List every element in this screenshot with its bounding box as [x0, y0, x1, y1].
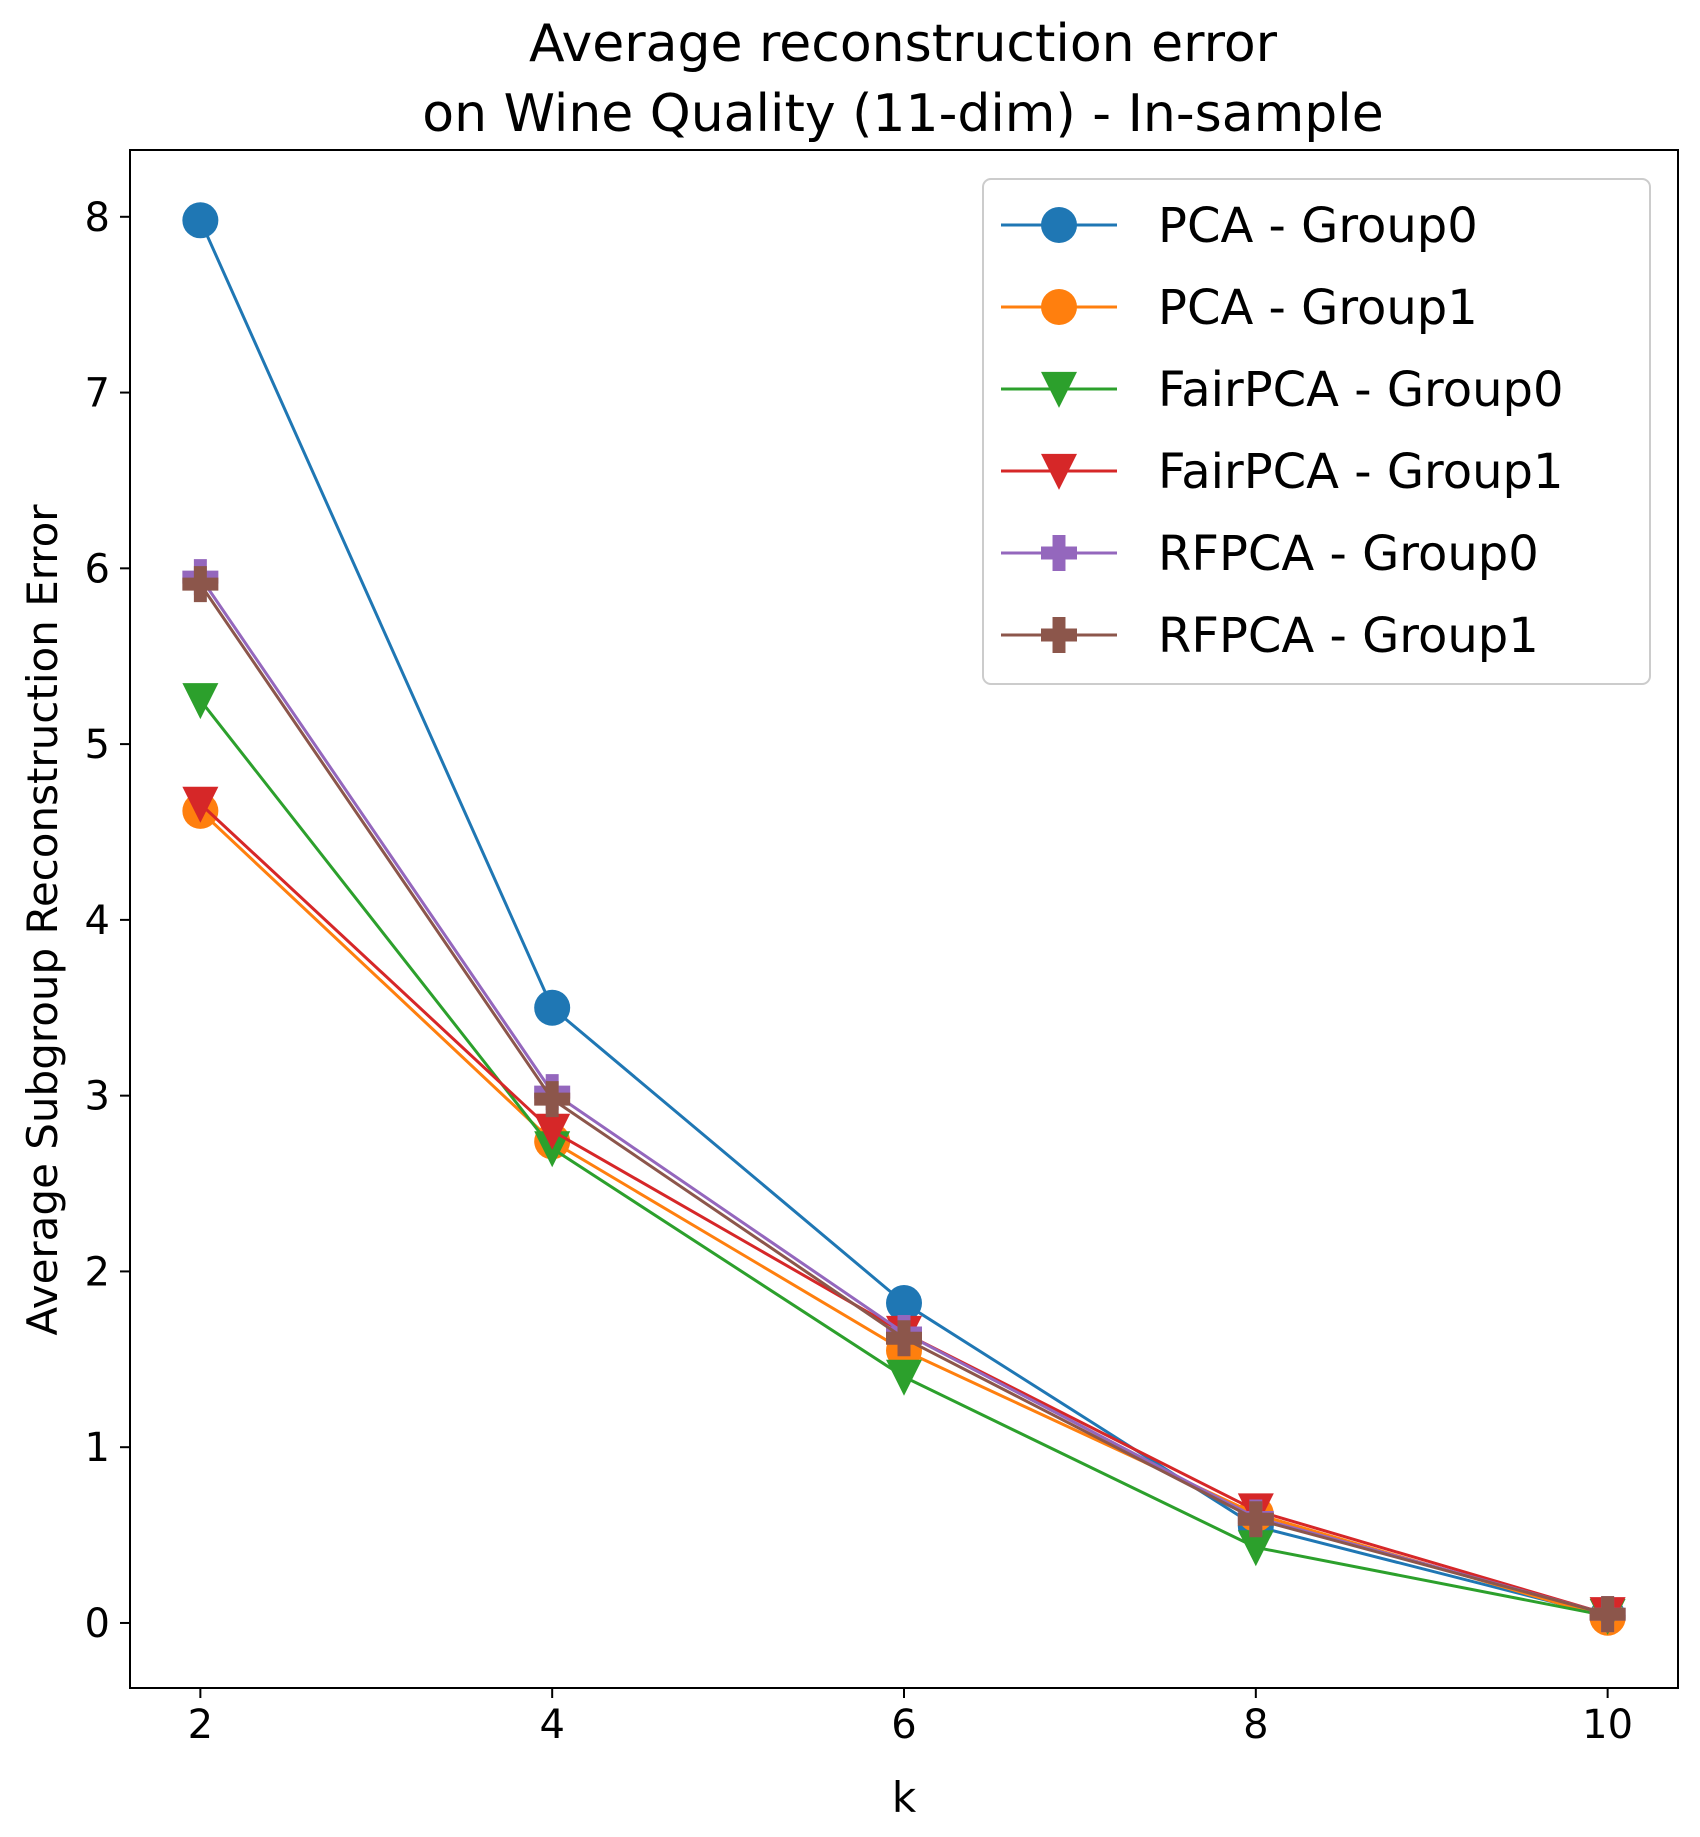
y-axis-ticks: 0 1 2 3 4 5 6 7 8 — [85, 195, 130, 1647]
data-point — [534, 1113, 571, 1150]
series-5 — [182, 566, 1626, 1633]
legend-entry: RFPCA - Group0 — [1001, 526, 1539, 582]
y-tick-label: 8 — [85, 195, 110, 241]
y-axis-label: Average Subgroup Reconstruction Error — [18, 504, 67, 1336]
y-tick-label: 0 — [85, 1601, 110, 1647]
legend-entry: FairPCA - Group0 — [1001, 362, 1564, 418]
x-tick-label: 6 — [891, 1702, 916, 1748]
data-point — [534, 1081, 571, 1118]
legend: PCA - Group0 PCA - Group1 FairPCA - Group0… — [982, 178, 1651, 685]
y-tick-label: 4 — [85, 898, 110, 944]
data-point — [1237, 1530, 1274, 1567]
x-axis-ticks: 2 4 6 8 10 — [188, 1688, 1633, 1748]
data-point — [182, 683, 219, 720]
data-point — [1237, 1501, 1274, 1538]
legend-marker — [1041, 371, 1077, 408]
data-point — [886, 1285, 922, 1322]
legend-marker — [1041, 617, 1077, 653]
data-point — [534, 989, 571, 1026]
legend-marker — [1041, 453, 1077, 490]
chart-title-line-1: Average reconstruction error — [529, 14, 1278, 74]
y-tick-label: 2 — [85, 1249, 110, 1295]
data-point — [886, 1320, 922, 1357]
legend-entry: FairPCA - Group1 — [1001, 444, 1564, 500]
chart-title-line-2: on Wine Quality (11-dim) - In-sample — [422, 84, 1383, 144]
series-layer — [182, 202, 1626, 1636]
data-point — [182, 566, 219, 603]
legend-marker — [1041, 207, 1077, 243]
x-tick-label: 8 — [1243, 1702, 1268, 1748]
legend-label: PCA - Group1 — [1158, 280, 1478, 336]
x-tick-label: 4 — [539, 1702, 564, 1748]
legend-entry: PCA - Group1 — [1001, 280, 1478, 336]
data-point — [1589, 1596, 1626, 1633]
x-tick-label: 10 — [1582, 1702, 1633, 1748]
x-axis-label: k — [892, 1773, 917, 1822]
data-point — [182, 202, 219, 239]
legend-entry: RFPCA - Group1 — [1001, 608, 1539, 664]
data-point — [182, 786, 219, 823]
legend-label: FairPCA - Group1 — [1158, 444, 1564, 500]
y-tick-label: 7 — [85, 371, 110, 417]
legend-label: RFPCA - Group1 — [1158, 608, 1539, 664]
legend-frame — [982, 178, 1651, 685]
y-tick-label: 1 — [85, 1425, 110, 1471]
legend-label: PCA - Group0 — [1158, 198, 1478, 254]
legend-label: FairPCA - Group0 — [1158, 362, 1564, 418]
y-tick-label: 6 — [85, 546, 110, 592]
legend-label: RFPCA - Group0 — [1158, 526, 1539, 582]
y-tick-label: 5 — [85, 722, 110, 768]
legend-entry: PCA - Group0 — [1001, 198, 1478, 254]
legend-marker — [1041, 535, 1077, 571]
data-point — [886, 1359, 922, 1396]
legend-marker — [1041, 289, 1077, 325]
y-tick-label: 3 — [85, 1074, 110, 1120]
x-tick-label: 2 — [188, 1702, 213, 1748]
